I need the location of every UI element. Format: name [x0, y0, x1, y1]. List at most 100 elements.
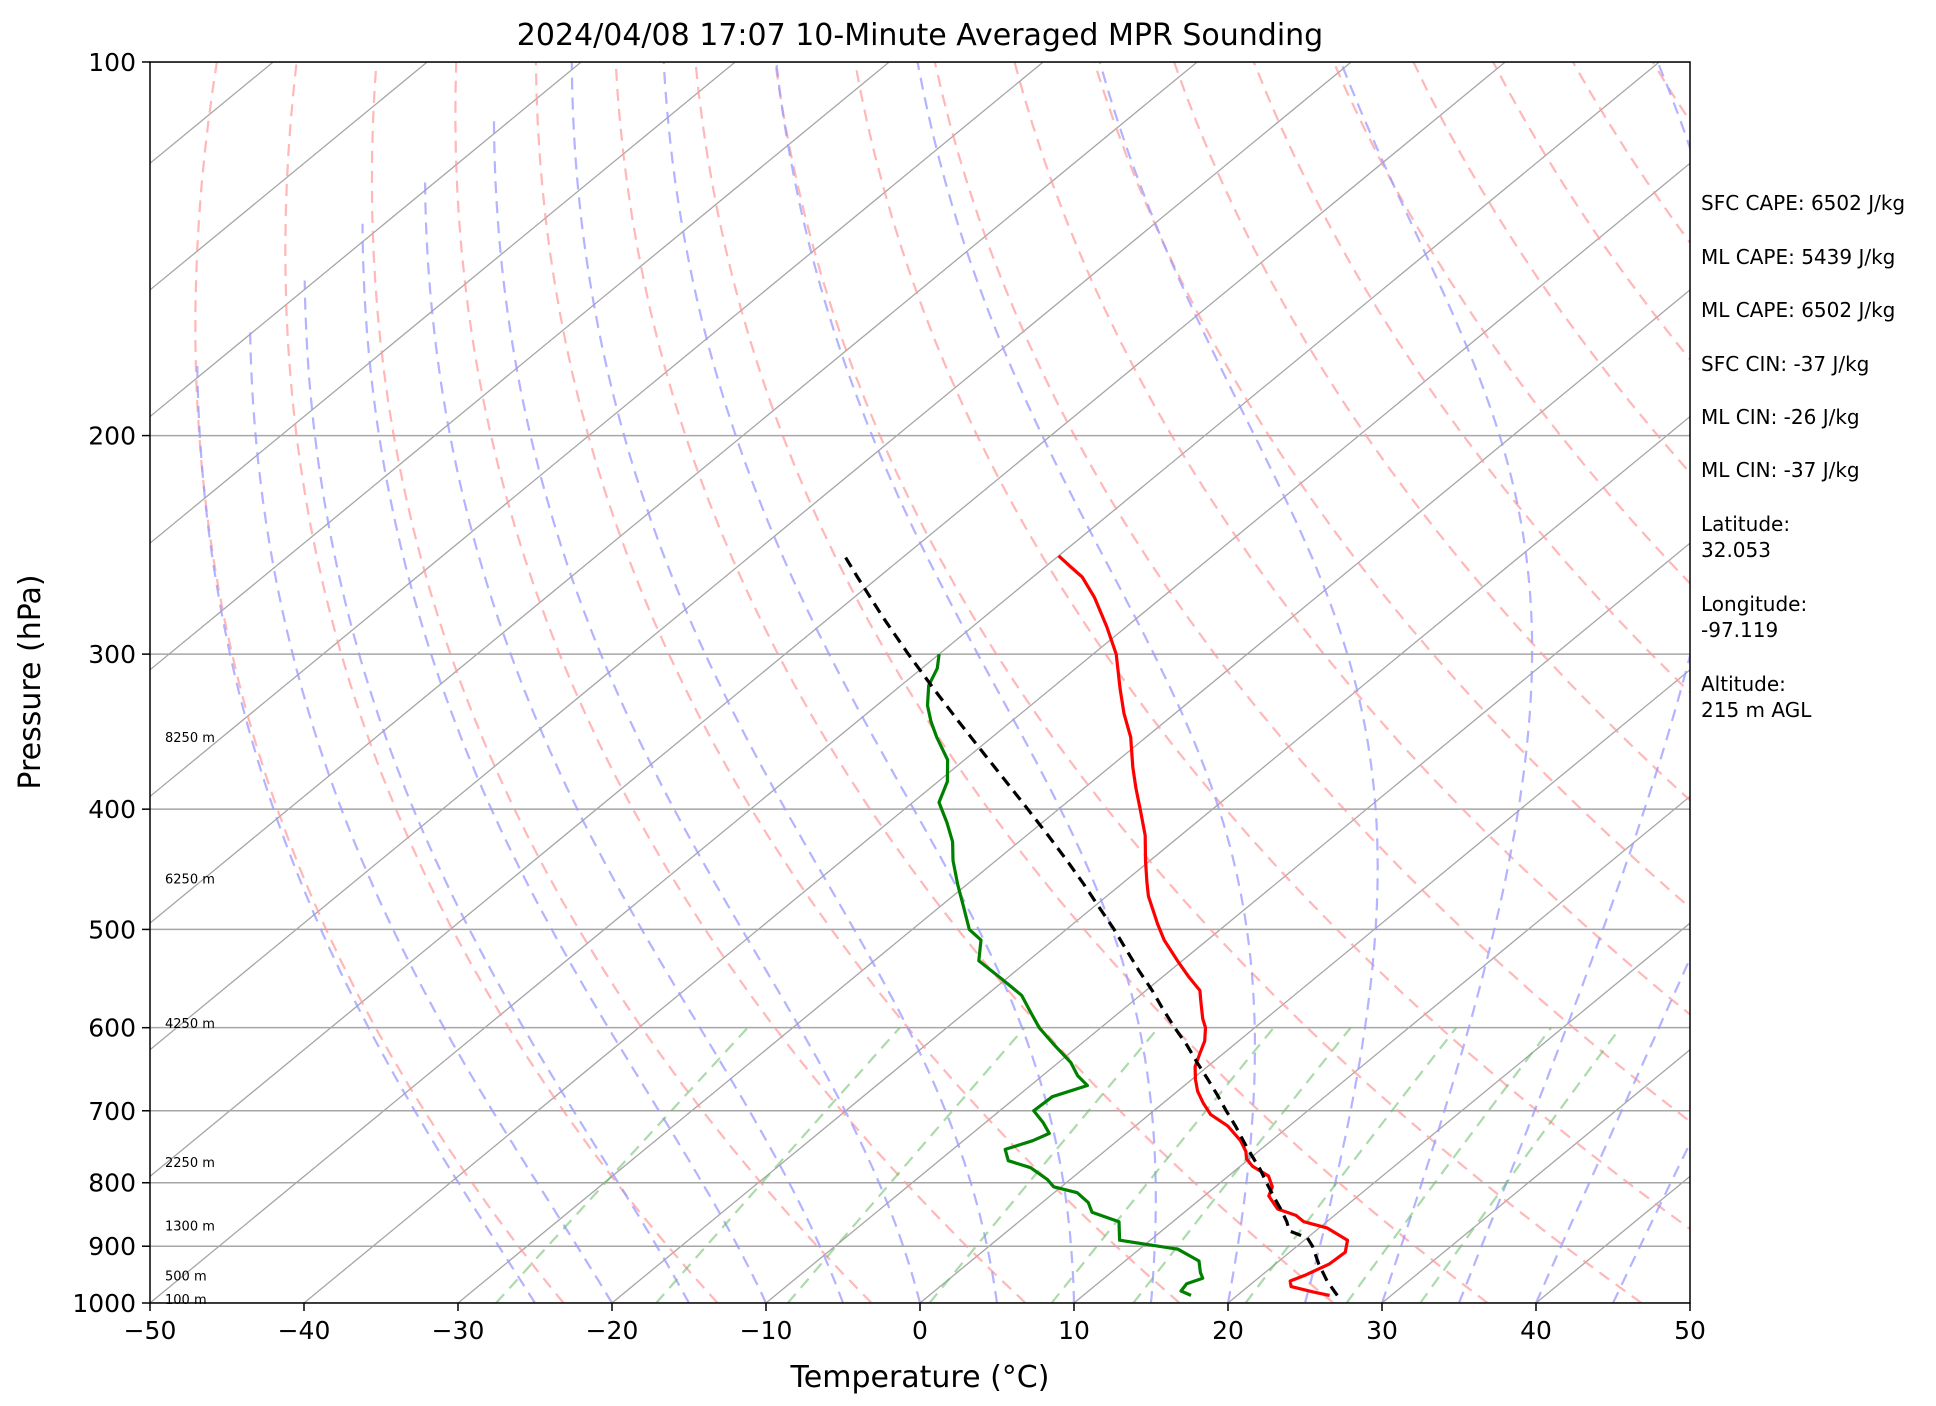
height-label: 8250 m [165, 731, 215, 746]
isotherm [765, 542, 1690, 1303]
x-axis-title: Temperature (°C) [790, 1360, 1050, 1395]
dry-adiabat [694, 62, 1489, 1303]
isotherm [150, 62, 890, 671]
info-line: SFC CAPE: 6502 J/kg [1701, 191, 1905, 215]
moist-adiabat [1339, 62, 1534, 1303]
y-tick-label: 600 [88, 1014, 136, 1043]
isotherm [150, 62, 1660, 1303]
dry-adiabat [1173, 62, 1690, 802]
isotherm [150, 62, 1506, 1178]
x-tick-label: −30 [432, 1316, 485, 1345]
moist-adiabat [361, 223, 767, 1303]
info-panel: SFC CAPE: 6502 J/kg ML CAPE: 5439 J/kg ML … [1701, 191, 1905, 722]
x-tick-label: 20 [1212, 1316, 1244, 1345]
y-tick-label: 1000 [72, 1289, 136, 1318]
y-tick-label: 800 [88, 1169, 136, 1198]
plot-frame [149, 61, 1691, 1304]
moist-adiabat [424, 182, 845, 1303]
moist-adiabat [916, 62, 1256, 1303]
isotherm [611, 415, 1690, 1303]
isotherm [150, 62, 582, 418]
dry-adiabat [853, 62, 1690, 1231]
mixing-ratio-line [1345, 1027, 1552, 1303]
mixing-ratio-line [655, 1026, 901, 1303]
info-line: 32.053 [1701, 538, 1771, 562]
moist-adiabat [492, 113, 922, 1303]
isotherm [303, 162, 1690, 1303]
x-tick-label: 40 [1520, 1316, 1552, 1345]
dry-adiabat [1013, 62, 1690, 1016]
dry-adiabat [1252, 62, 1690, 694]
isotherm [150, 62, 1198, 924]
moist-adiabat [570, 62, 999, 1303]
x-tick-label: −10 [740, 1316, 793, 1345]
height-label: 6250 m [165, 873, 215, 888]
isotherm [919, 668, 1690, 1303]
y-tick-label: 400 [88, 795, 136, 824]
info-line: 215 m AGL [1701, 698, 1812, 722]
sounding-profiles [843, 554, 1350, 1297]
isotherm [150, 62, 1352, 1051]
chart-title: 2024/04/08 17:07 10-Minute Averaged MPR … [517, 18, 1323, 53]
y-tick-label: 700 [88, 1097, 136, 1126]
y-tick-label: 300 [88, 640, 136, 669]
x-tick-label: 30 [1366, 1316, 1398, 1345]
x-tick-label: −20 [586, 1316, 639, 1345]
dry-adiabat [1332, 62, 1690, 585]
moist-adiabat [662, 62, 1076, 1303]
dry-adiabat [534, 62, 1181, 1303]
moist-adiabat [303, 280, 690, 1303]
mixing-ratio-line [1419, 1027, 1622, 1303]
y-tick-label: 500 [88, 915, 136, 944]
moist-adiabat [1457, 62, 1690, 1303]
info-line: Longitude: [1701, 592, 1807, 616]
height-label: 100 m [165, 1293, 207, 1308]
info-line: Altitude: [1701, 672, 1786, 696]
info-line: -97.119 [1701, 618, 1778, 642]
dewpoint-line [925, 653, 1205, 1297]
moist-adiabat [1098, 62, 1379, 1303]
parcel-line [843, 554, 1339, 1297]
height-label: 2250 m [165, 1156, 215, 1171]
info-line: ML CAPE: 5439 J/kg [1701, 245, 1895, 269]
x-tick-label: 50 [1674, 1316, 1706, 1345]
height-label: 4250 m [165, 1017, 215, 1032]
height-label: 1300 m [165, 1219, 215, 1234]
x-tick-label: −50 [124, 1316, 177, 1345]
dry-adiabat [933, 62, 1690, 1123]
dry-adiabat [774, 62, 1643, 1303]
isotherm [457, 289, 1690, 1303]
height-labels: 8250 m 6250 m 4250 m 2250 m 1300 m 500 m 100 m [165, 731, 215, 1308]
x-tick-label: −40 [278, 1316, 331, 1345]
dry-adiabat [614, 62, 1335, 1303]
x-tick-label: 10 [1058, 1316, 1090, 1345]
mixing-ratio-line [1244, 1027, 1458, 1303]
y-axis-title: Pressure (hPa) [13, 574, 48, 789]
y-tick-label: 200 [88, 422, 136, 451]
isotherm [150, 62, 736, 545]
dry-adiabat [370, 62, 873, 1303]
info-line: Latitude: [1701, 512, 1790, 536]
info-line: ML CIN: -26 J/kg [1701, 405, 1860, 429]
y-tick-label: 100 [88, 48, 136, 77]
mixing-ratio-line [786, 1026, 1026, 1303]
isotherm [1227, 922, 1690, 1303]
mixing-ratio-line [495, 1026, 749, 1303]
isotherm [150, 62, 1044, 798]
moist-adiabat [249, 331, 613, 1303]
height-label: 500 m [165, 1269, 207, 1284]
x-tick-label: 0 [912, 1316, 928, 1345]
isotherm [150, 62, 428, 291]
y-tick-label: 900 [88, 1232, 136, 1261]
moist-adiabat [196, 363, 536, 1303]
temperature-line [1057, 554, 1350, 1297]
dry-adiabat [194, 62, 565, 1303]
dry-adiabat [284, 62, 719, 1303]
dry-adiabat [1492, 62, 1690, 362]
info-line: SFC CIN: -37 J/kg [1701, 352, 1869, 376]
isotherm [1073, 795, 1690, 1303]
info-line: ML CAPE: 6502 J/kg [1701, 298, 1895, 322]
dry-adiabat [454, 62, 1027, 1303]
background-reference-lines [150, 62, 1690, 1303]
